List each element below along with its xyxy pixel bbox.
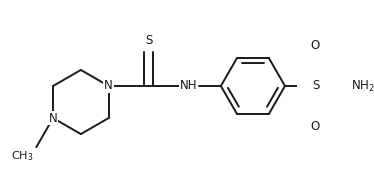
Text: CH$_3$: CH$_3$ — [10, 150, 33, 163]
Text: N: N — [49, 111, 58, 124]
Text: NH: NH — [180, 80, 197, 92]
Text: S: S — [312, 80, 319, 92]
Text: N: N — [104, 80, 113, 92]
Text: S: S — [145, 34, 152, 47]
Text: O: O — [311, 39, 320, 52]
Text: O: O — [311, 120, 320, 133]
Text: NH$_2$: NH$_2$ — [351, 78, 374, 94]
